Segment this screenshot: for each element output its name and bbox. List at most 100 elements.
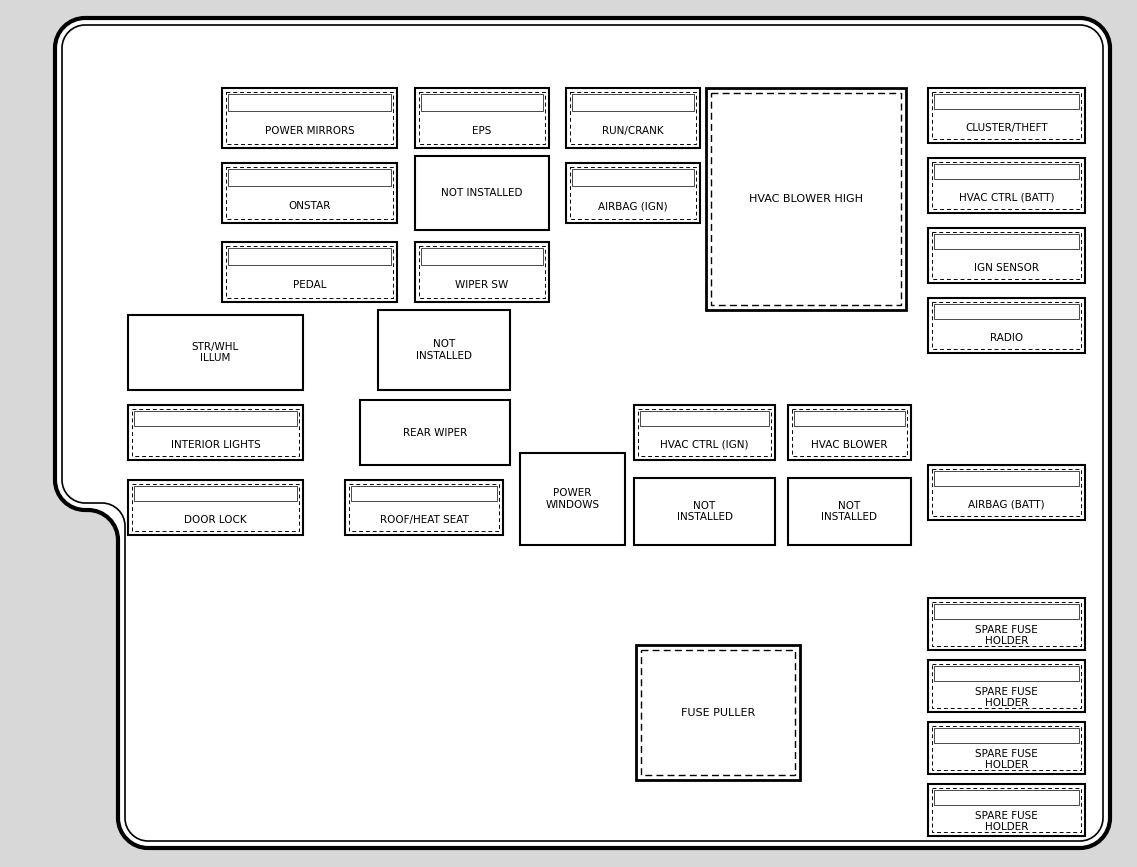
Bar [566,163,700,223]
Bar [132,484,299,531]
Bar [570,167,696,219]
Bar [928,228,1085,283]
Text: POWER
WINDOWS: POWER WINDOWS [546,488,599,510]
Bar [572,94,694,111]
Text: HVAC CTRL (BATT): HVAC CTRL (BATT) [958,192,1054,203]
Bar [928,784,1085,836]
Text: HVAC CTRL (IGN): HVAC CTRL (IGN) [661,440,749,450]
Bar [222,88,397,148]
Text: SPARE FUSE
HOLDER: SPARE FUSE HOLDER [976,687,1038,708]
Bar [415,156,549,230]
Bar [222,163,397,223]
Bar [132,409,299,456]
Text: DOOR LOCK: DOOR LOCK [184,515,247,525]
Bar [933,304,1079,319]
Bar [933,164,1079,179]
Bar [634,478,775,545]
Bar [128,315,302,390]
Bar [794,411,905,427]
Text: SPARE FUSE
HOLDER: SPARE FUSE HOLDER [976,624,1038,646]
Text: IGN SENSOR: IGN SENSOR [974,263,1039,272]
Text: NOT INSTALLED: NOT INSTALLED [441,188,523,198]
Text: ONSTAR: ONSTAR [289,201,331,212]
Bar [932,469,1081,516]
Text: AIRBAG (BATT): AIRBAG (BATT) [969,499,1045,510]
Bar [520,453,625,545]
Bar [932,788,1081,832]
Bar [634,405,775,460]
Text: NOT
INSTALLED: NOT INSTALLED [822,501,878,522]
Bar [932,232,1081,279]
Text: RADIO: RADIO [990,333,1023,342]
Bar [572,169,694,186]
Bar [932,92,1081,139]
Bar [711,93,901,305]
Bar [570,92,696,144]
Bar [222,242,397,302]
Bar [788,405,911,460]
Bar [226,92,393,144]
Bar [933,666,1079,681]
Text: FUSE PULLER: FUSE PULLER [681,707,755,718]
Text: RUN/CRANK: RUN/CRANK [603,127,664,136]
Text: ROOF/HEAT SEAT: ROOF/HEAT SEAT [380,515,468,525]
Bar [933,94,1079,109]
Bar [788,478,911,545]
Bar [933,728,1079,742]
Bar [128,405,302,460]
Text: NOT
INSTALLED: NOT INSTALLED [416,339,472,361]
Bar [420,92,545,144]
Bar [566,88,700,148]
Bar [226,246,393,298]
Bar [421,94,543,111]
Bar [128,480,302,535]
Bar [933,790,1079,805]
Text: STR/WHL
ILLUM: STR/WHL ILLUM [192,342,239,363]
Bar [415,88,549,148]
Text: POWER MIRRORS: POWER MIRRORS [265,127,355,136]
Text: WIPER SW: WIPER SW [456,280,508,290]
Text: INTERIOR LIGHTS: INTERIOR LIGHTS [171,440,260,450]
Bar [640,411,769,427]
Bar [638,409,771,456]
Bar [134,486,297,501]
Bar [134,411,297,427]
Bar [932,602,1081,646]
PathPatch shape [55,18,1110,848]
Bar [932,726,1081,770]
Bar [226,167,393,219]
Text: EPS: EPS [472,127,491,136]
Bar [351,486,497,501]
Text: AIRBAG (IGN): AIRBAG (IGN) [598,201,667,212]
Text: CLUSTER/THEFT: CLUSTER/THEFT [965,122,1048,133]
Bar [928,158,1085,213]
Bar [229,94,391,111]
Bar [928,598,1085,650]
Bar [706,88,906,310]
Bar [932,302,1081,349]
Bar [636,645,800,780]
Bar [932,162,1081,209]
Bar [928,660,1085,712]
Text: SPARE FUSE
HOLDER: SPARE FUSE HOLDER [976,811,1038,832]
Bar [792,409,907,456]
Bar [421,248,543,264]
Bar [933,604,1079,618]
Bar [928,722,1085,774]
Bar [928,88,1085,143]
Bar [933,471,1079,486]
Bar [345,480,503,535]
Text: SPARE FUSE
HOLDER: SPARE FUSE HOLDER [976,748,1038,770]
Bar [420,246,545,298]
Text: HVAC BLOWER HIGH: HVAC BLOWER HIGH [749,194,863,204]
Bar [932,664,1081,708]
Bar [933,234,1079,250]
Text: HVAC BLOWER: HVAC BLOWER [812,440,888,450]
Text: PEDAL: PEDAL [292,280,326,290]
Bar [641,650,795,775]
Bar [928,298,1085,353]
Bar [360,400,511,465]
Bar [229,248,391,264]
Text: NOT
INSTALLED: NOT INSTALLED [677,501,732,522]
Bar [377,310,511,390]
